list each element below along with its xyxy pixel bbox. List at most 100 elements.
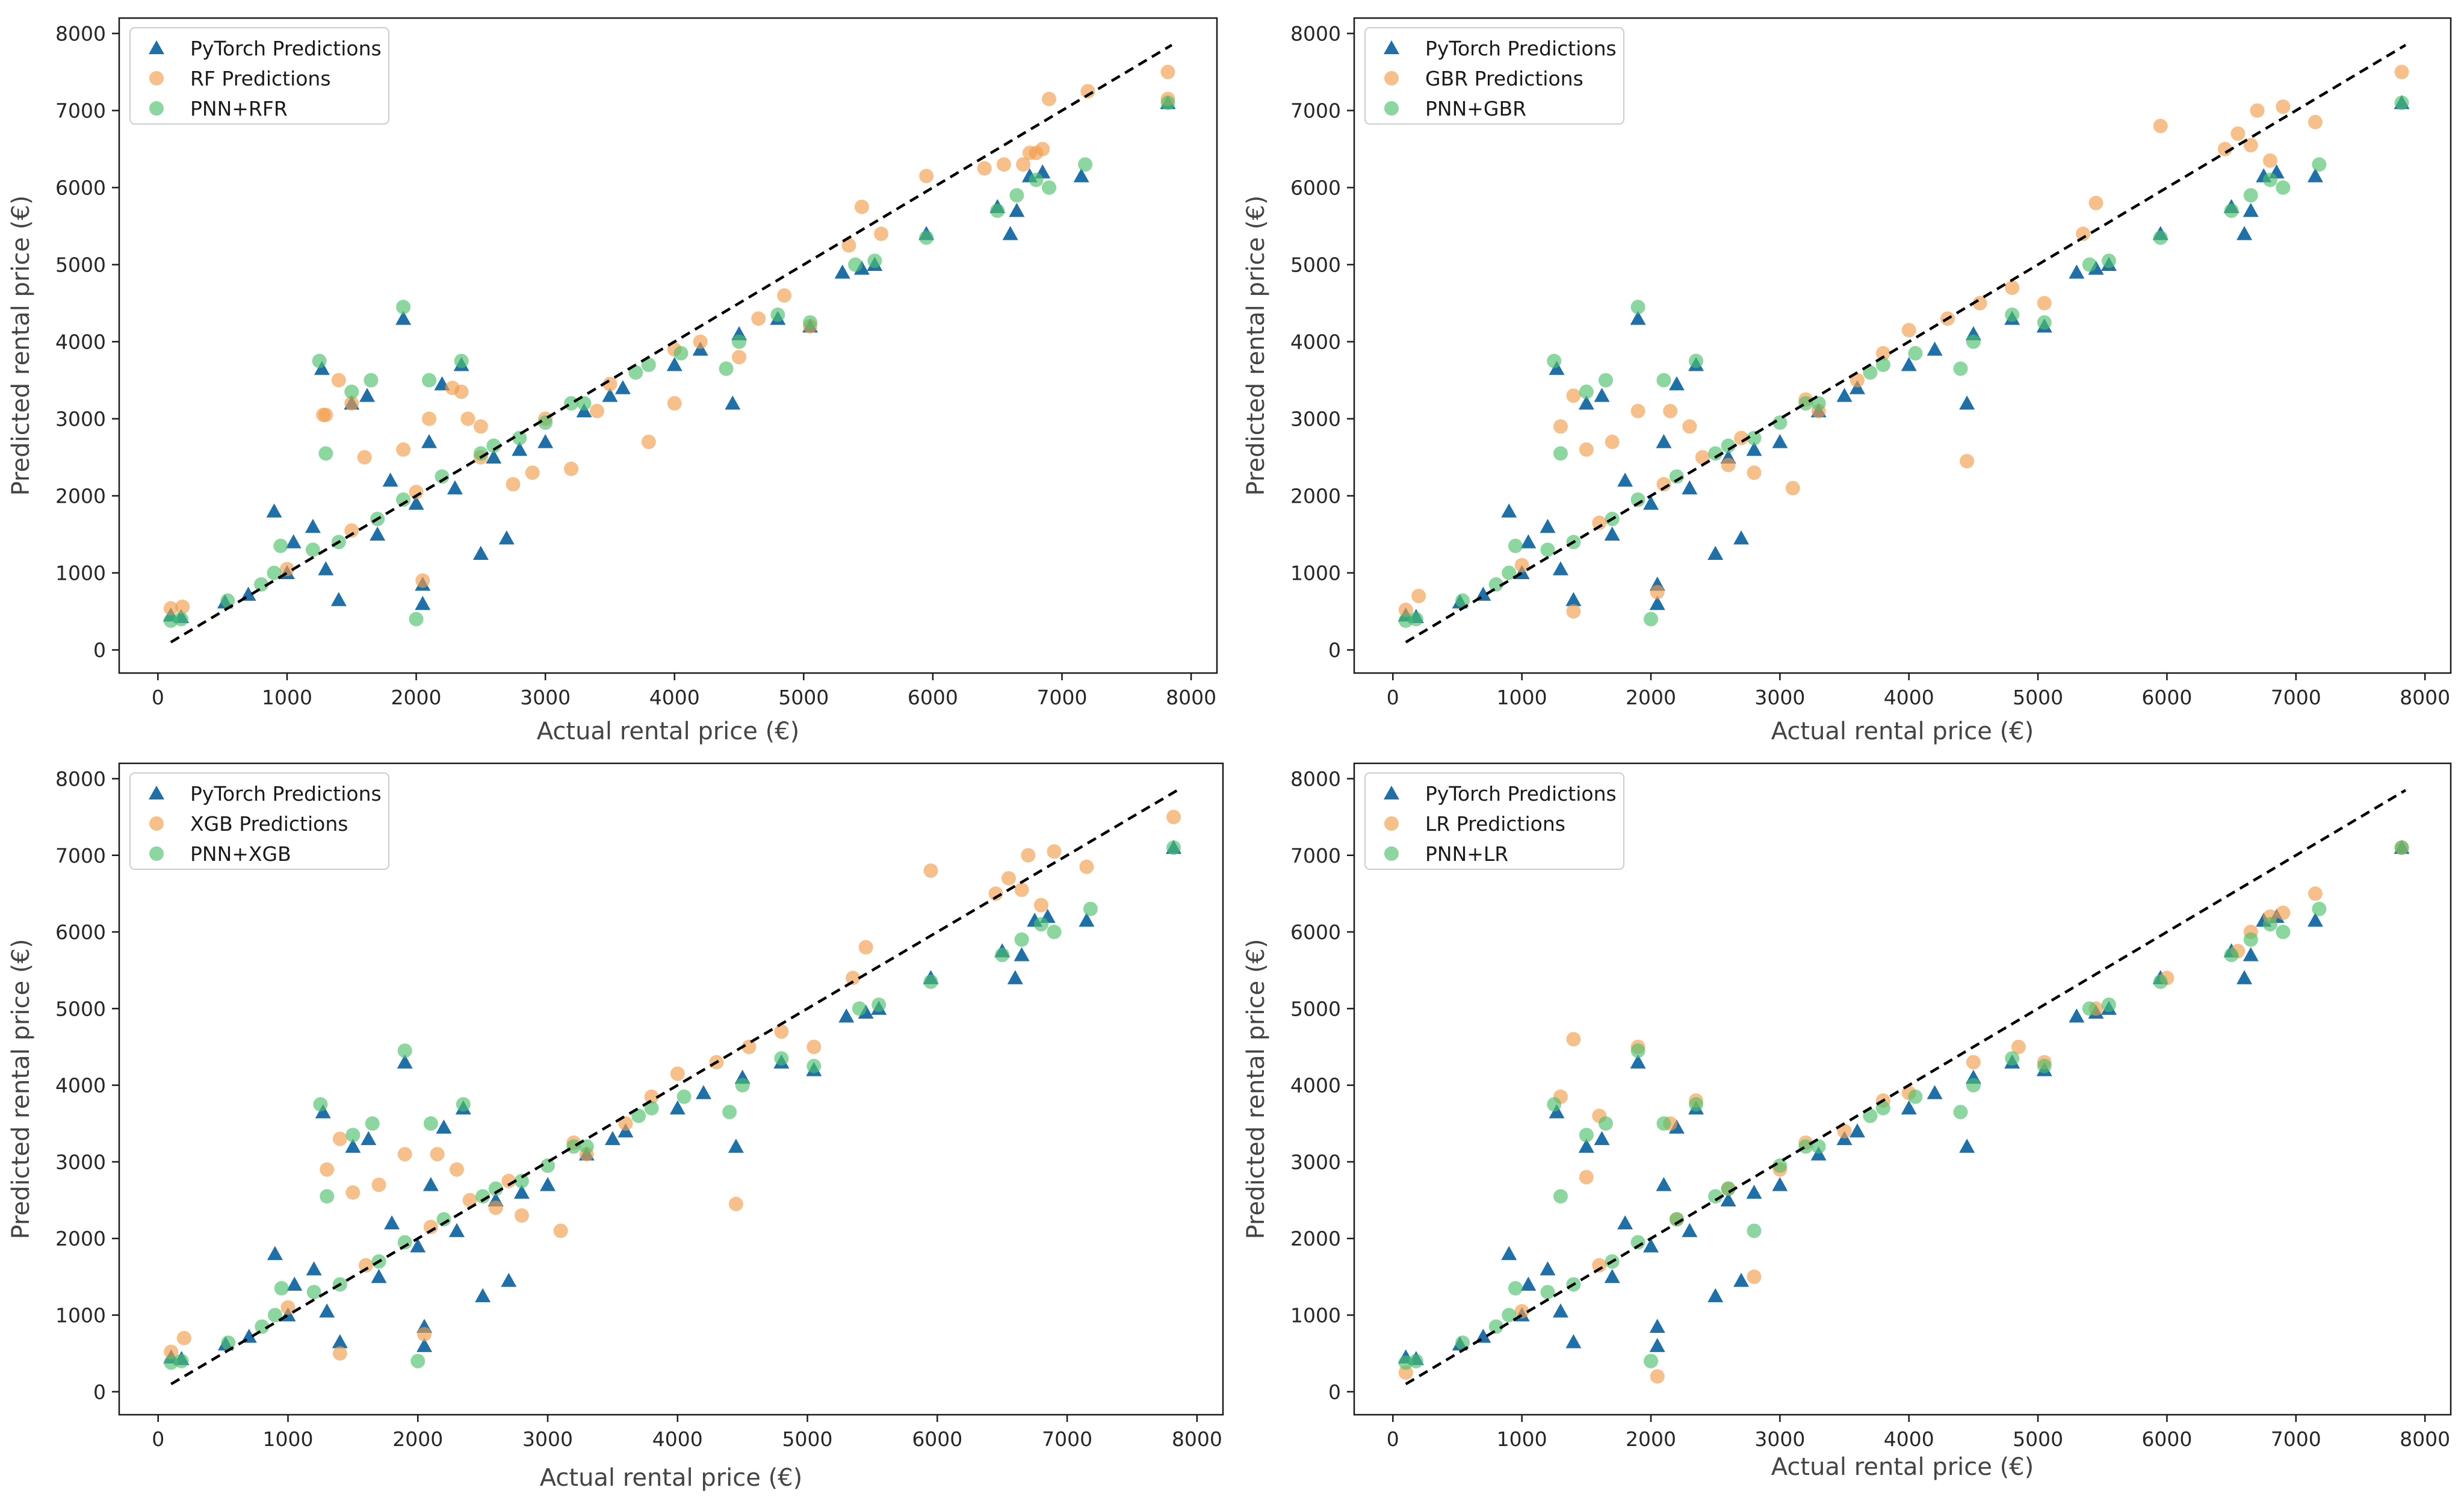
data-point-circle [254,577,269,592]
data-point-circle [631,1108,646,1123]
data-point-triangle [1565,1334,1582,1348]
data-point-circle [579,1139,594,1154]
data-point-circle [1508,1280,1523,1296]
data-point-circle [430,1147,445,1162]
data-point-circle [641,435,656,449]
data-point-circle [1047,844,1062,859]
data-point-triangle [330,592,347,606]
y-tick-label: 1000 [1290,562,1341,585]
data-point-triangle [1959,1138,1975,1153]
data-point-circle [1598,1116,1613,1131]
data-point-circle [1708,446,1723,461]
data-point-circle [344,384,359,399]
x-tick-label: 7000 [1037,686,1088,709]
data-point-circle [2224,948,2239,963]
legend-marker-triangle [149,40,164,54]
data-point-triangle [1643,1238,1659,1253]
data-point-triangle [501,1273,517,1287]
data-point-circle [988,886,1003,901]
data-point-triangle [1649,595,1665,610]
data-point-circle [174,612,189,627]
data-point-circle [1953,1105,1968,1120]
data-point-circle [618,1116,633,1131]
legend: PyTorch Predictions RF Predictions PNN+RFR [129,27,389,125]
data-point-circle [2312,157,2327,172]
data-point-circle [874,226,889,241]
data-point-circle [2276,180,2291,195]
data-point-triangle [1578,396,1594,410]
data-point-triangle [1540,1261,1556,1276]
data-point-circle [2230,126,2246,141]
legend-marker-circle [1384,816,1399,831]
x-tick-label: 2000 [391,686,442,709]
y-tick-label: 3000 [55,408,106,431]
x-tick-label: 3000 [1754,686,1805,709]
data-point-circle [1508,538,1523,553]
data-point-triangle [2069,264,2085,279]
data-point-triangle [1501,503,1517,518]
data-point-triangle [1733,530,1750,545]
data-point-circle [1908,1089,1923,1104]
x-tick-label: 4000 [1884,686,1934,709]
data-point-circle [2276,905,2291,920]
data-point-circle [1630,403,1645,418]
data-point-triangle [306,1261,322,1276]
data-point-triangle [1002,226,1018,240]
data-point-triangle [669,1100,686,1115]
data-point-circle [312,353,327,368]
data-point-circle [2308,886,2323,901]
data-point-triangle [1549,1104,1565,1119]
x-tick-label: 5000 [782,1427,833,1451]
x-tick-label: 3000 [520,686,571,709]
data-point-triangle [1552,1303,1568,1318]
subplot-xgb: 0 1000 2000 3000 4000 5000 6000 7000 8000 0 1000 20… [7,762,1224,1492]
x-tick-label: 4000 [649,686,700,709]
data-point-circle [770,307,785,322]
data-point-circle [1663,403,1678,418]
data-point-circle [1592,1258,1607,1273]
series-2 [1398,840,2409,1370]
data-point-circle [1656,477,1671,492]
data-point-triangle [1630,1054,1646,1069]
data-point-circle [1566,604,1581,619]
data-point-circle [2082,1001,2097,1016]
data-point-circle [365,1116,380,1131]
data-point-circle [1966,1055,1981,1070]
data-point-triangle [1836,388,1853,402]
data-point-circle [1908,346,1923,361]
data-point-circle [1411,589,1426,603]
reference-diagonal-line [170,43,1173,644]
x-tick-label: 1000 [262,686,312,709]
data-point-circle [1016,157,1031,172]
data-point-triangle [1578,1138,1594,1153]
data-point-circle [1669,1212,1684,1227]
data-point-circle [1566,1032,1581,1047]
data-point-circle [1502,565,1517,580]
x-axis-label: Actual rental price (€) [1771,718,2034,745]
data-point-circle [2088,196,2103,211]
data-point-circle [728,1196,743,1211]
data-point-circle [1682,419,1697,434]
data-point-triangle [395,311,412,325]
y-tick-label: 7000 [55,844,106,867]
data-point-circle [2005,281,2020,295]
data-point-circle [1033,917,1048,932]
data-point-triangle [315,1104,331,1119]
data-point-circle [436,1212,451,1227]
data-point-circle [722,1105,737,1120]
data-point-circle [454,384,469,399]
legend-marker-triangle [1384,786,1399,799]
data-point-circle [462,1193,477,1208]
data-point-circle [1001,871,1016,886]
data-point-triangle [423,1177,439,1191]
data-point-triangle [1682,480,1698,495]
data-point-triangle [475,1288,491,1303]
data-point-triangle [1565,592,1582,606]
data-point-triangle [1079,912,1095,927]
data-point-triangle [1733,1273,1750,1287]
data-point-circle [693,334,708,349]
data-point-triangle [421,434,438,448]
data-point-circle [641,358,656,372]
y-tick-label: 0 [93,639,106,662]
data-point-circle [456,1097,471,1112]
